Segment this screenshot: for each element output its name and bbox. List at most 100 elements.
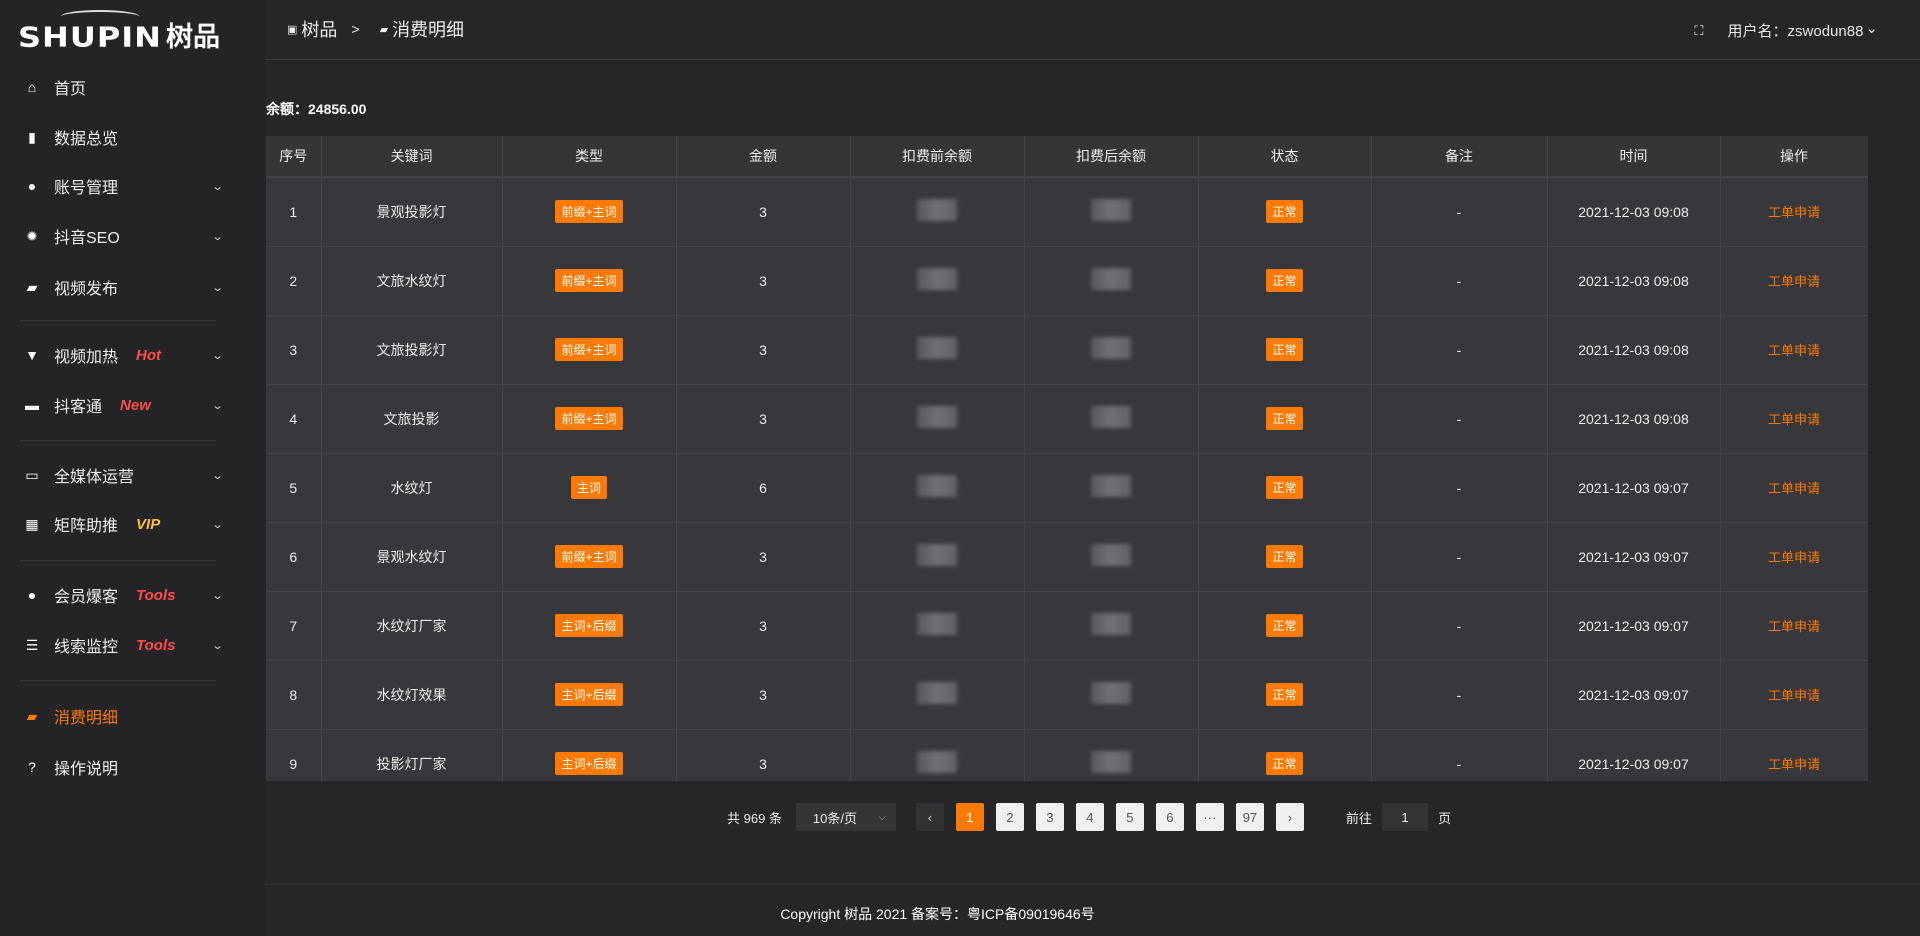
prev-page-button[interactable]: ‹ bbox=[915, 803, 944, 831]
keyword: 水纹灯效果 bbox=[321, 660, 503, 730]
sidebar-item[interactable]: ▼ 视频加热 Hot ⌄ bbox=[0, 335, 265, 375]
logo[interactable]: SHUPIN 树品 bbox=[18, 10, 220, 54]
ticket-request-link[interactable]: 工单申请 bbox=[1767, 688, 1820, 703]
type-badge: 前缀+主词 bbox=[555, 545, 623, 568]
status-badge: 正常 bbox=[1266, 269, 1303, 292]
table-row: 9 投影灯厂家 主词+后缀 3 正常 - 2021-12-03 09:07 工单… bbox=[266, 729, 1868, 781]
chevron-down-icon[interactable]: ⌄ bbox=[211, 518, 225, 531]
page-button[interactable]: 5 bbox=[1115, 803, 1144, 831]
footer: Copyright 树品 2021 备案号：粤ICP备09019646号 bbox=[0, 904, 1920, 924]
row-number: 6 bbox=[266, 522, 322, 592]
time: 2021-12-03 09:08 bbox=[1547, 246, 1721, 316]
chevron-down-icon[interactable]: ⌄ bbox=[211, 589, 225, 602]
gear-icon: ✹ bbox=[26, 227, 38, 244]
row-number: 4 bbox=[266, 384, 322, 454]
ticket-request-link[interactable]: 工单申请 bbox=[1767, 412, 1820, 427]
chevron-down-icon[interactable]: ⌄ bbox=[211, 281, 225, 294]
chevron-down-icon[interactable]: ⌄ bbox=[211, 349, 225, 362]
page-button[interactable]: ··· bbox=[1195, 803, 1224, 831]
row-number: 5 bbox=[266, 453, 322, 523]
sidebar-item[interactable]: ▦ 矩阵助推 VIP ⌄ bbox=[0, 504, 265, 544]
page-button[interactable]: 3 bbox=[1035, 803, 1064, 831]
ticket-request-link[interactable]: 工单申请 bbox=[1767, 757, 1820, 772]
grid-icon: ▦ bbox=[25, 515, 39, 532]
sidebar-item[interactable]: ✹ 抖音SEO ⌄ bbox=[0, 216, 265, 256]
ticket-request-link[interactable]: 工单申请 bbox=[1767, 343, 1820, 358]
sidebar-item[interactable]: ? 操作说明 bbox=[0, 747, 265, 787]
status-badge: 正常 bbox=[1266, 200, 1303, 224]
fullscreen-icon[interactable]: ⛶ bbox=[1694, 22, 1704, 38]
type-badge: 主词+后缀 bbox=[555, 683, 623, 706]
keyword: 景观投影灯 bbox=[321, 177, 503, 247]
ticket-request-link[interactable]: 工单申请 bbox=[1767, 550, 1820, 565]
breadcrumb-home[interactable]: 树品 bbox=[301, 20, 338, 40]
sidebar-item-tag: Hot bbox=[136, 346, 162, 364]
sidebar-item[interactable]: ▰ 消费明细 bbox=[0, 696, 265, 736]
sidebar-item[interactable]: ▰ 视频发布 ⌄ bbox=[0, 267, 265, 307]
page-button[interactable]: 4 bbox=[1075, 803, 1104, 831]
pagination: 共 969 条 10条/页 ⌵ ‹ 1 2 3 4 5 6 ··· 97 › 前往 1 页 bbox=[727, 803, 1451, 831]
page-button[interactable]: 2 bbox=[995, 803, 1024, 831]
keyword: 文旅投影灯 bbox=[321, 315, 503, 385]
table-row: 8 水纹灯效果 主词+后缀 3 正常 - 2021-12-03 09:07 工单… bbox=[266, 660, 1868, 730]
balance-before-redacted bbox=[917, 751, 957, 773]
consumption-table: 序号 关键词 类型 金额 扣费前余额 扣费后余额 状态 备注 时间 操作 1 景观投影灯 前缀+主… bbox=[266, 136, 1868, 781]
balance-after-redacted bbox=[1091, 751, 1131, 773]
ticket-request-link[interactable]: 工单申请 bbox=[1767, 619, 1820, 634]
sidebar-item[interactable]: ⌂ 首页 bbox=[0, 67, 265, 107]
sidebar-item-label: 视频发布 bbox=[54, 281, 119, 298]
breadcrumb-separator: > bbox=[351, 21, 360, 37]
type-badge: 前缀+主词 bbox=[555, 200, 623, 224]
amount: 3 bbox=[676, 591, 851, 661]
time: 2021-12-03 09:07 bbox=[1547, 729, 1721, 781]
balance-after-redacted bbox=[1091, 544, 1131, 566]
sidebar-item[interactable]: ▮ 数据总览 bbox=[0, 117, 265, 157]
status-badge: 正常 bbox=[1266, 476, 1303, 499]
chevron-down-icon[interactable]: ⌄ bbox=[211, 469, 225, 482]
sidebar-item-label: 抖音SEO bbox=[54, 230, 120, 247]
sidebar-item[interactable]: ● 会员爆客 Tools ⌄ bbox=[0, 575, 265, 615]
sidebar-divider bbox=[20, 560, 216, 561]
breadcrumb-current: 消费明细 bbox=[392, 20, 465, 40]
sidebar-item[interactable]: ▭ 全媒体运营 ⌄ bbox=[0, 455, 265, 495]
next-page-button[interactable]: › bbox=[1275, 803, 1304, 831]
sidebar: SHUPIN 树品 ⌂ 首页 ▮ 数据总览 ● 账号管理 ⌄ ✹ 抖音SEO ⌄ ▰ 视频发布 ⌄ ▼ 视频… bbox=[0, 0, 265, 936]
balance-before-redacted bbox=[917, 544, 957, 566]
chevron-down-icon[interactable]: ⌄ bbox=[1865, 19, 1878, 37]
balance-after-redacted bbox=[1091, 199, 1131, 222]
note: - bbox=[1371, 591, 1548, 661]
sidebar-divider bbox=[20, 680, 216, 681]
keyword: 文旅投影 bbox=[321, 384, 503, 454]
sidebar-item-label: 抖客通 bbox=[54, 399, 103, 416]
balance-before-redacted bbox=[917, 337, 957, 359]
time: 2021-12-03 09:07 bbox=[1547, 591, 1721, 661]
video-icon: ▰ bbox=[26, 278, 38, 295]
total-count: 共 969 条 bbox=[727, 810, 782, 826]
chevron-down-icon[interactable]: ⌄ bbox=[211, 230, 225, 243]
ticket-request-link[interactable]: 工单申请 bbox=[1767, 274, 1820, 289]
balance-before-redacted bbox=[917, 475, 957, 497]
note: - bbox=[1371, 660, 1548, 730]
username[interactable]: 用户名：zswodun88 bbox=[1727, 23, 1864, 40]
type-badge: 前缀+主词 bbox=[555, 338, 623, 361]
user-menu[interactable]: ⛶ 用户名：zswodun88 ⌄ bbox=[1694, 20, 1878, 41]
chevron-down-icon[interactable]: ⌄ bbox=[211, 399, 225, 412]
ticket-request-link[interactable]: 工单申请 bbox=[1767, 481, 1820, 496]
time: 2021-12-03 09:07 bbox=[1547, 453, 1721, 523]
page-button[interactable]: 97 bbox=[1235, 803, 1264, 831]
page-button[interactable]: 1 bbox=[955, 803, 984, 831]
sidebar-item-label: 首页 bbox=[54, 81, 87, 98]
sidebar-item[interactable]: ☰ 线索监控 Tools ⌄ bbox=[0, 625, 265, 665]
ticket-request-link[interactable]: 工单申请 bbox=[1767, 205, 1820, 221]
sidebar-item[interactable]: ● 账号管理 ⌄ bbox=[0, 166, 265, 206]
chevron-down-icon[interactable]: ⌄ bbox=[211, 639, 225, 652]
goto-page-input[interactable]: 1 bbox=[1381, 803, 1428, 831]
sidebar-item[interactable]: ▬ 抖客通 New ⌄ bbox=[0, 385, 265, 425]
sliders-icon: ☰ bbox=[25, 636, 39, 653]
page-button[interactable]: 6 bbox=[1155, 803, 1184, 831]
column-header: 序号 bbox=[266, 136, 322, 178]
balance-before-redacted bbox=[917, 406, 957, 428]
page-size-select[interactable]: 10条/页 ⌵ bbox=[795, 803, 896, 831]
keyword: 景观水纹灯 bbox=[321, 522, 503, 592]
chevron-down-icon[interactable]: ⌄ bbox=[211, 180, 225, 193]
